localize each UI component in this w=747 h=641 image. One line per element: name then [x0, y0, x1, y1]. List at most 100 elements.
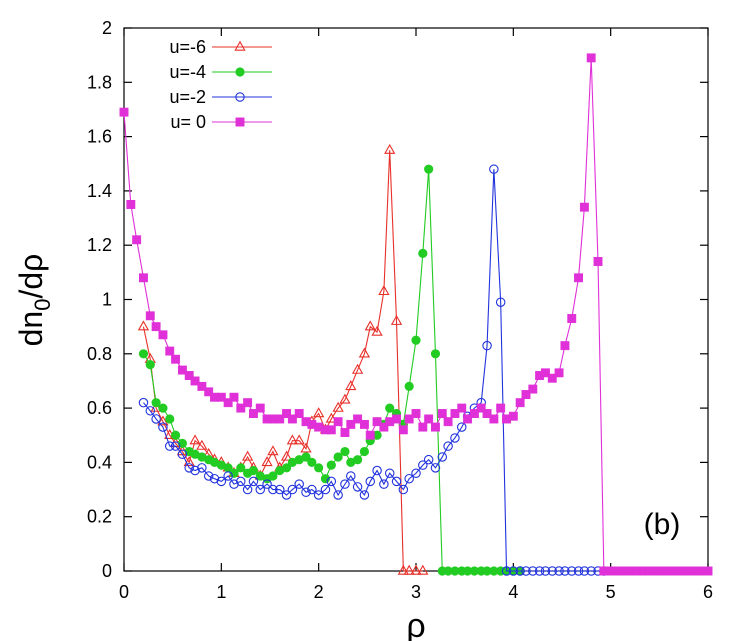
plot-frame	[123, 27, 709, 572]
data-point	[287, 414, 297, 424]
data-point	[170, 430, 181, 440]
data-point	[340, 428, 350, 437]
data-point	[255, 484, 266, 495]
data-point	[371, 325, 383, 336]
data-point	[255, 403, 265, 413]
data-point	[275, 414, 285, 424]
legend-label: u=-6	[169, 37, 206, 57]
data-point	[560, 566, 570, 576]
series-line	[143, 169, 604, 572]
data-point	[158, 403, 168, 413]
series-3	[138, 164, 609, 576]
data-point	[534, 566, 545, 576]
data-point	[404, 473, 414, 484]
data-point	[281, 463, 292, 473]
data-point	[151, 398, 161, 408]
data-point	[437, 452, 448, 462]
data-point	[579, 202, 589, 212]
data-point	[358, 347, 371, 358]
data-point	[119, 107, 129, 117]
y-tick-label: 1	[102, 290, 112, 310]
data-point	[573, 566, 584, 576]
data-point	[346, 471, 356, 481]
data-point	[332, 401, 344, 412]
data-point	[346, 419, 356, 429]
data-point	[443, 417, 453, 427]
data-point	[139, 273, 148, 283]
data-point	[158, 330, 168, 340]
data-point	[353, 414, 363, 424]
data-point	[204, 387, 214, 397]
data-point	[586, 566, 596, 576]
data-point	[554, 566, 564, 576]
data-point	[384, 143, 396, 154]
data-point	[242, 484, 253, 495]
data-point	[540, 566, 551, 576]
series-4	[119, 53, 713, 576]
data-point	[521, 390, 531, 399]
data-point	[431, 422, 440, 432]
data-point	[177, 365, 187, 375]
data-point	[418, 422, 428, 432]
y-axis-title-main: dn	[13, 311, 49, 347]
data-point	[280, 450, 293, 461]
data-point	[404, 414, 414, 424]
y-tick-label: 0.6	[87, 398, 112, 418]
data-point	[333, 452, 343, 462]
data-point	[450, 409, 460, 418]
data-point	[482, 340, 492, 351]
data-point	[593, 257, 603, 266]
data-point	[378, 285, 390, 296]
y-axis-title-subscript: 0	[30, 299, 55, 311]
data-point	[190, 465, 200, 476]
data-point	[203, 471, 214, 481]
data-point	[248, 465, 259, 476]
data-point	[274, 484, 285, 495]
data-point	[301, 452, 311, 462]
data-point	[301, 487, 311, 498]
data-point	[508, 566, 519, 576]
data-point	[351, 363, 364, 374]
data-point	[294, 409, 304, 418]
data-point	[372, 465, 382, 476]
data-point	[352, 482, 363, 492]
data-point	[560, 341, 570, 351]
data-point	[379, 422, 389, 432]
x-tick-label: 3	[411, 582, 421, 602]
data-point	[145, 406, 156, 416]
data-point	[430, 349, 441, 359]
data-point	[437, 409, 447, 418]
x-tick-label: 0	[119, 582, 129, 602]
data-point	[151, 414, 161, 424]
data-point	[313, 407, 325, 418]
series-1	[137, 143, 429, 575]
data-point	[287, 484, 298, 495]
data-point	[325, 412, 337, 423]
x-tick-label: 2	[314, 582, 324, 602]
data-point	[281, 490, 292, 500]
data-point	[177, 449, 188, 460]
data-point	[424, 414, 434, 424]
data-point	[261, 456, 273, 467]
data-point	[229, 392, 239, 402]
data-point	[267, 445, 279, 456]
data-point	[268, 471, 278, 481]
data-point	[313, 490, 324, 500]
data-point	[223, 471, 233, 481]
legend-label: u=-2	[169, 87, 206, 107]
data-point	[307, 457, 317, 467]
y-axis-title: dn0/dρ	[13, 254, 55, 347]
data-point	[209, 473, 220, 484]
data-point	[171, 354, 181, 364]
data-point	[489, 414, 499, 424]
data-point	[403, 564, 415, 575]
x-tick-label: 4	[508, 582, 518, 602]
data-point	[489, 164, 499, 174]
data-point	[340, 479, 350, 489]
legend-label: u=-4	[169, 62, 206, 82]
data-point	[183, 456, 195, 467]
data-point	[320, 484, 331, 495]
data-point	[138, 349, 149, 359]
data-point	[236, 463, 246, 473]
